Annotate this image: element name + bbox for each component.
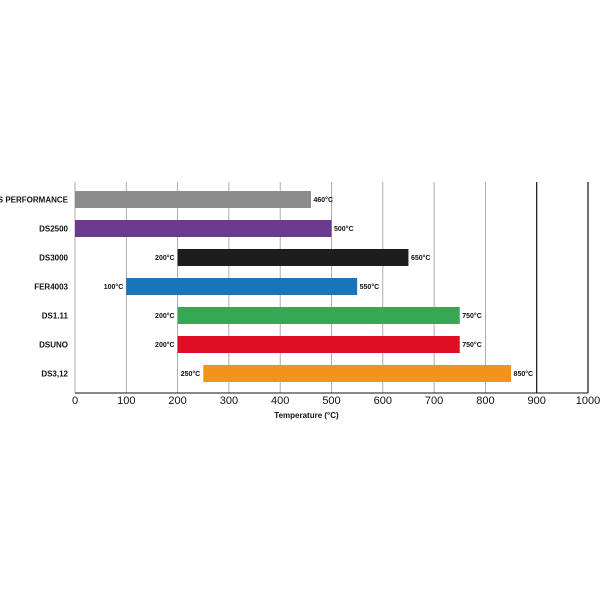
bar bbox=[177, 307, 460, 324]
x-tick-label: 0 bbox=[72, 395, 78, 407]
category-label: DS1.11 bbox=[42, 312, 69, 321]
x-tick-label: 500 bbox=[322, 395, 340, 407]
x-tick-label: 1000 bbox=[576, 395, 600, 407]
bar-end-label: 460°C bbox=[313, 196, 333, 204]
category-label: DS3,12 bbox=[41, 370, 68, 379]
category-label: DS2500 bbox=[39, 225, 68, 234]
x-tick-label: 100 bbox=[117, 395, 135, 407]
category-label: DSUNO bbox=[39, 341, 68, 350]
x-tick-label: 900 bbox=[528, 395, 546, 407]
bar-start-label: 200°C bbox=[155, 341, 175, 349]
bar-row: FER4003 100°C 550°C bbox=[34, 278, 379, 295]
bar bbox=[177, 249, 409, 266]
bar-start-label: 200°C bbox=[155, 254, 175, 262]
bar-row: DS1.11 200°C 750°C bbox=[42, 307, 482, 324]
bar-row: DS PERFORMANCE 460°C bbox=[0, 191, 333, 208]
bar-end-label: 650°C bbox=[411, 254, 431, 262]
x-tick-label: 300 bbox=[220, 395, 238, 407]
x-tick-label: 700 bbox=[425, 395, 443, 407]
bar-end-label: 550°C bbox=[360, 283, 380, 291]
bar bbox=[177, 336, 460, 353]
bar-row: DS3,12 250°C 850°C bbox=[41, 365, 533, 382]
bar bbox=[75, 191, 311, 208]
x-axis-label: Temperature (°C) bbox=[274, 411, 339, 420]
bar-row: DS2500 500°C bbox=[39, 220, 354, 237]
bar-end-label: 750°C bbox=[462, 341, 482, 349]
bar-end-label: 500°C bbox=[334, 225, 354, 233]
bar-start-label: 100°C bbox=[104, 283, 124, 291]
bar bbox=[203, 365, 512, 382]
bar-start-label: 200°C bbox=[155, 312, 175, 320]
category-label: DS3000 bbox=[39, 254, 68, 263]
x-axis: 0 100 200 300 400 500 600 700 800 900 1000 bbox=[72, 392, 600, 407]
bar-end-label: 750°C bbox=[462, 312, 482, 320]
bar-start-label: 250°C bbox=[181, 370, 201, 378]
bars: DS PERFORMANCE 460°C DS2500 500°C DS3000 200°… bbox=[0, 191, 533, 382]
x-tick-label: 400 bbox=[271, 395, 289, 407]
bar-row: DS3000 200°C 650°C bbox=[39, 249, 430, 266]
bar-end-label: 850°C bbox=[514, 370, 534, 378]
x-tick-label: 200 bbox=[168, 395, 186, 407]
bar-row: DSUNO 200°C 750°C bbox=[39, 336, 482, 353]
bar bbox=[75, 220, 332, 237]
x-tick-label: 600 bbox=[374, 395, 392, 407]
category-label: DS PERFORMANCE bbox=[0, 196, 69, 205]
category-label: FER4003 bbox=[34, 283, 68, 292]
bar bbox=[126, 278, 358, 295]
x-tick-label: 800 bbox=[476, 395, 494, 407]
